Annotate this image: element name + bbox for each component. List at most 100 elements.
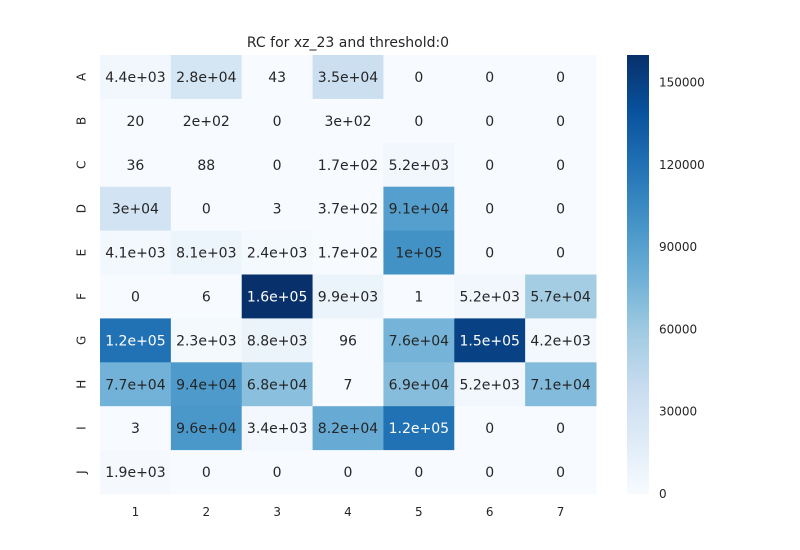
cell-annotation: 6.9e+04 bbox=[389, 377, 450, 393]
heatmap-cell bbox=[383, 318, 455, 363]
heatmap-cell bbox=[170, 450, 243, 495]
heatmap-cell bbox=[383, 230, 455, 275]
y-tick-label: F bbox=[75, 293, 89, 300]
heatmap-cell bbox=[100, 362, 172, 407]
heatmap-cell bbox=[100, 230, 172, 275]
cell-annotation: 9.6e+04 bbox=[176, 421, 237, 437]
heatmap-cell bbox=[241, 55, 314, 100]
heatmap-cell bbox=[100, 274, 172, 319]
colorbar-tick-label: 0 bbox=[659, 487, 667, 501]
heatmap-cell bbox=[525, 406, 597, 451]
cell-annotation: 3e+02 bbox=[324, 114, 371, 130]
heatmap-cell bbox=[525, 274, 597, 319]
cell-annotation: 2.4e+03 bbox=[247, 246, 307, 262]
heatmap-cell bbox=[454, 362, 526, 407]
y-tick-label: G bbox=[75, 336, 89, 345]
heatmap-cell bbox=[525, 142, 597, 188]
cell-annotation: 0 bbox=[414, 114, 423, 130]
heatmap-cell bbox=[525, 362, 597, 407]
cell-annotation: 96 bbox=[339, 333, 357, 349]
heatmap-cell bbox=[454, 318, 526, 363]
cell-annotation: 1.6e+05 bbox=[247, 289, 307, 305]
heatmap-cell bbox=[170, 362, 243, 407]
cell-annotation: 7.1e+04 bbox=[530, 377, 591, 393]
cell-annotation: 88 bbox=[197, 158, 215, 174]
heatmap-cell bbox=[383, 142, 455, 188]
cell-annotation: 0 bbox=[485, 421, 494, 437]
heatmap-cell bbox=[312, 186, 384, 232]
heatmap-cell bbox=[170, 318, 243, 363]
heatmap-cell bbox=[100, 142, 172, 188]
heatmap-cell bbox=[241, 318, 314, 363]
colorbar-tick-label: 90000 bbox=[659, 240, 697, 254]
cell-annotation: 0 bbox=[273, 114, 282, 130]
x-tick-label: 6 bbox=[486, 505, 494, 519]
heatmap-cell bbox=[383, 98, 455, 144]
cell-annotation: 0 bbox=[273, 158, 282, 174]
cell-annotation: 6 bbox=[202, 289, 211, 305]
heatmap-cell bbox=[100, 318, 172, 363]
cell-annotation: 9.1e+04 bbox=[389, 202, 450, 218]
colorbar-gradient bbox=[627, 55, 649, 494]
heatmap-cell bbox=[312, 362, 384, 407]
y-tick-label: J bbox=[75, 470, 89, 475]
cell-annotation: 1e+05 bbox=[395, 246, 442, 262]
cell-annotation: 43 bbox=[268, 70, 286, 86]
cell-annotation: 4.1e+03 bbox=[105, 246, 165, 262]
colorbar: 0 30000 60000 90000 120000 150000 bbox=[627, 55, 705, 501]
heatmap-cells: 4.4e+03 2.8e+04 43 3.5e+04 0 0 0 20 2e+02 0 3e+02 0… bbox=[100, 55, 597, 495]
heatmap-cell bbox=[100, 450, 172, 495]
heatmap-cell bbox=[241, 186, 314, 232]
heatmap-cell bbox=[454, 406, 526, 451]
cell-annotation: 0 bbox=[485, 465, 494, 481]
heatmap-cell bbox=[170, 274, 243, 319]
heatmap-cell bbox=[170, 55, 243, 100]
cell-annotation: 3e+04 bbox=[112, 202, 159, 218]
x-tick-label: 5 bbox=[415, 505, 423, 519]
cell-annotation: 36 bbox=[127, 158, 145, 174]
x-tick-label: 3 bbox=[273, 505, 281, 519]
heatmap-cell bbox=[312, 230, 384, 275]
heatmap-cell bbox=[525, 230, 597, 275]
cell-annotation: 0 bbox=[202, 465, 211, 481]
heatmap-cell bbox=[454, 142, 526, 188]
cell-annotation: 3.4e+03 bbox=[247, 421, 307, 437]
cell-annotation: 0 bbox=[414, 465, 423, 481]
cell-annotation: 7.7e+04 bbox=[105, 377, 166, 393]
heatmap-cell bbox=[100, 406, 172, 451]
heatmap-cell bbox=[525, 55, 597, 100]
heatmap-cell bbox=[454, 55, 526, 100]
heatmap-cell bbox=[525, 450, 597, 495]
cell-annotation: 1 bbox=[414, 289, 423, 305]
heatmap-cell bbox=[312, 274, 384, 319]
cell-annotation: 0 bbox=[485, 70, 494, 86]
cell-annotation: 20 bbox=[127, 114, 145, 130]
heatmap-cell bbox=[312, 98, 384, 144]
colorbar-tick-label: 150000 bbox=[659, 75, 705, 89]
cell-annotation: 0 bbox=[556, 70, 565, 86]
cell-annotation: 9.4e+04 bbox=[176, 377, 237, 393]
cell-annotation: 0 bbox=[485, 114, 494, 130]
cell-annotation: 0 bbox=[485, 158, 494, 174]
cell-annotation: 6.8e+04 bbox=[247, 377, 308, 393]
heatmap-cell bbox=[100, 98, 172, 144]
y-tick-label: E bbox=[75, 249, 89, 257]
heatmap-cell bbox=[170, 142, 243, 188]
cell-annotation: 0 bbox=[485, 246, 494, 262]
cell-annotation: 2.8e+04 bbox=[176, 70, 237, 86]
cell-annotation: 8.2e+04 bbox=[318, 421, 379, 437]
heatmap-cell bbox=[383, 274, 455, 319]
x-tick-label: 7 bbox=[557, 505, 565, 519]
x-tick-label: 4 bbox=[344, 505, 352, 519]
heatmap-cell bbox=[454, 274, 526, 319]
heatmap-cell bbox=[312, 450, 384, 495]
cell-annotation: 2.3e+03 bbox=[176, 333, 236, 349]
cell-annotation: 8.1e+03 bbox=[176, 246, 236, 262]
heatmap-cell bbox=[383, 186, 455, 232]
cell-annotation: 1.2e+05 bbox=[105, 333, 165, 349]
cell-annotation: 0 bbox=[202, 202, 211, 218]
cell-annotation: 4.2e+03 bbox=[530, 333, 590, 349]
cell-annotation: 4.4e+03 bbox=[105, 70, 165, 86]
cell-annotation: 2e+02 bbox=[183, 114, 230, 130]
